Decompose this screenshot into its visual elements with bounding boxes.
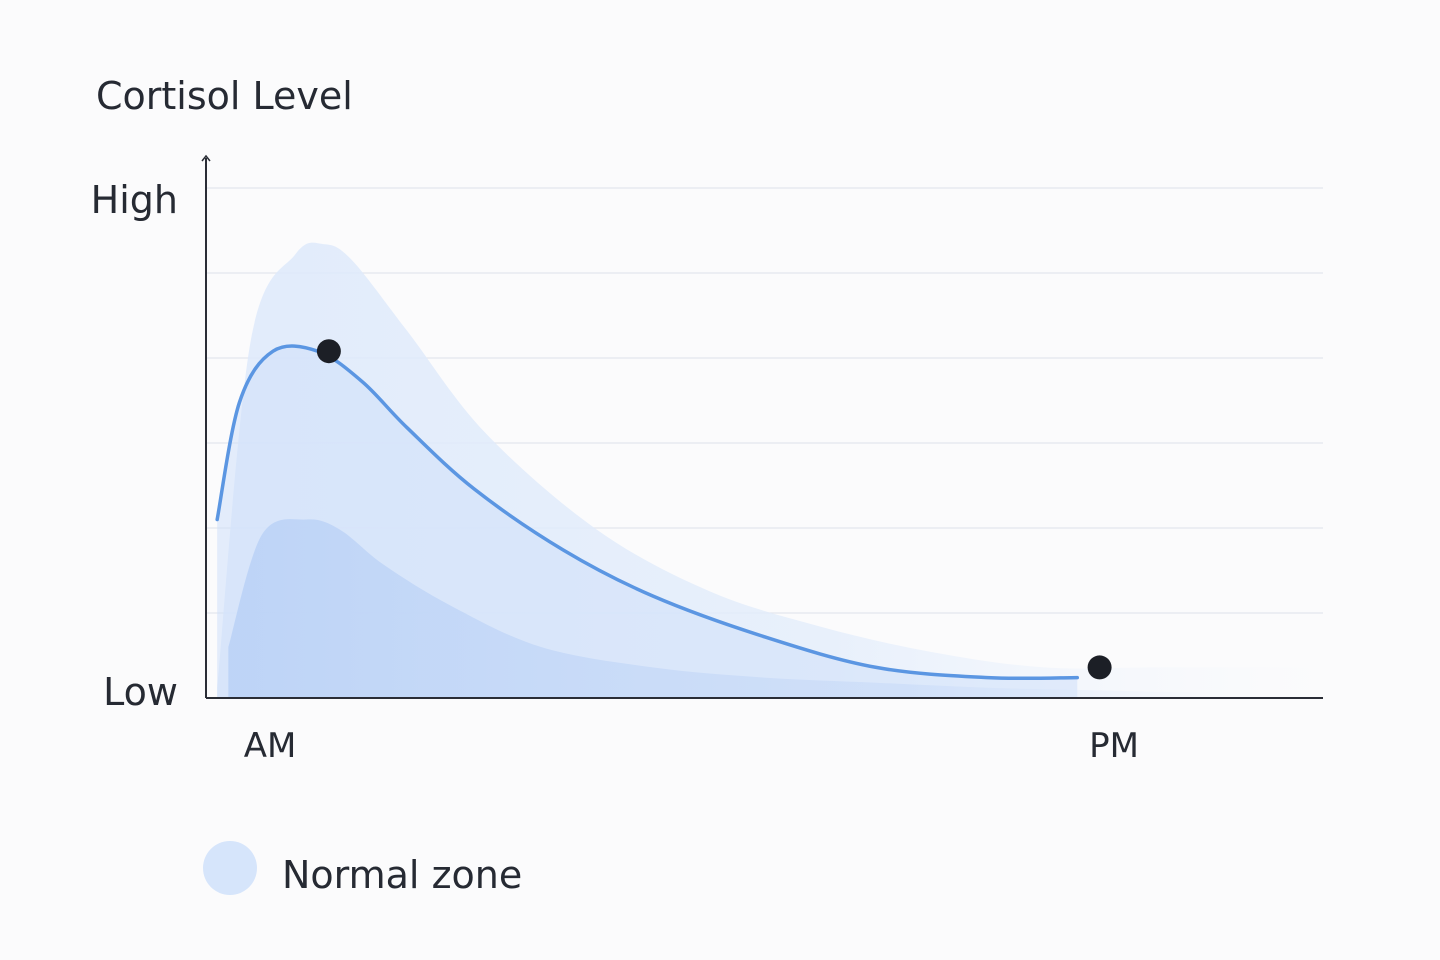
x-tick-am: AM [244, 726, 297, 766]
y-tick-high: High [91, 178, 178, 222]
chart-title: Cortisol Level [96, 74, 353, 118]
y-tick-low: Low [103, 670, 178, 714]
cortisol-curve [215, 344, 1080, 681]
data-point-evening [1087, 655, 1112, 680]
normal-zone-inner-band [228, 519, 1212, 698]
legend-label: Normal zone [282, 853, 522, 897]
legend-swatch [203, 841, 257, 895]
y-axis-arrow [201, 154, 211, 162]
x-tick-pm: PM [1089, 726, 1139, 766]
data-points [316, 339, 1112, 680]
data-point-peak [316, 339, 341, 364]
